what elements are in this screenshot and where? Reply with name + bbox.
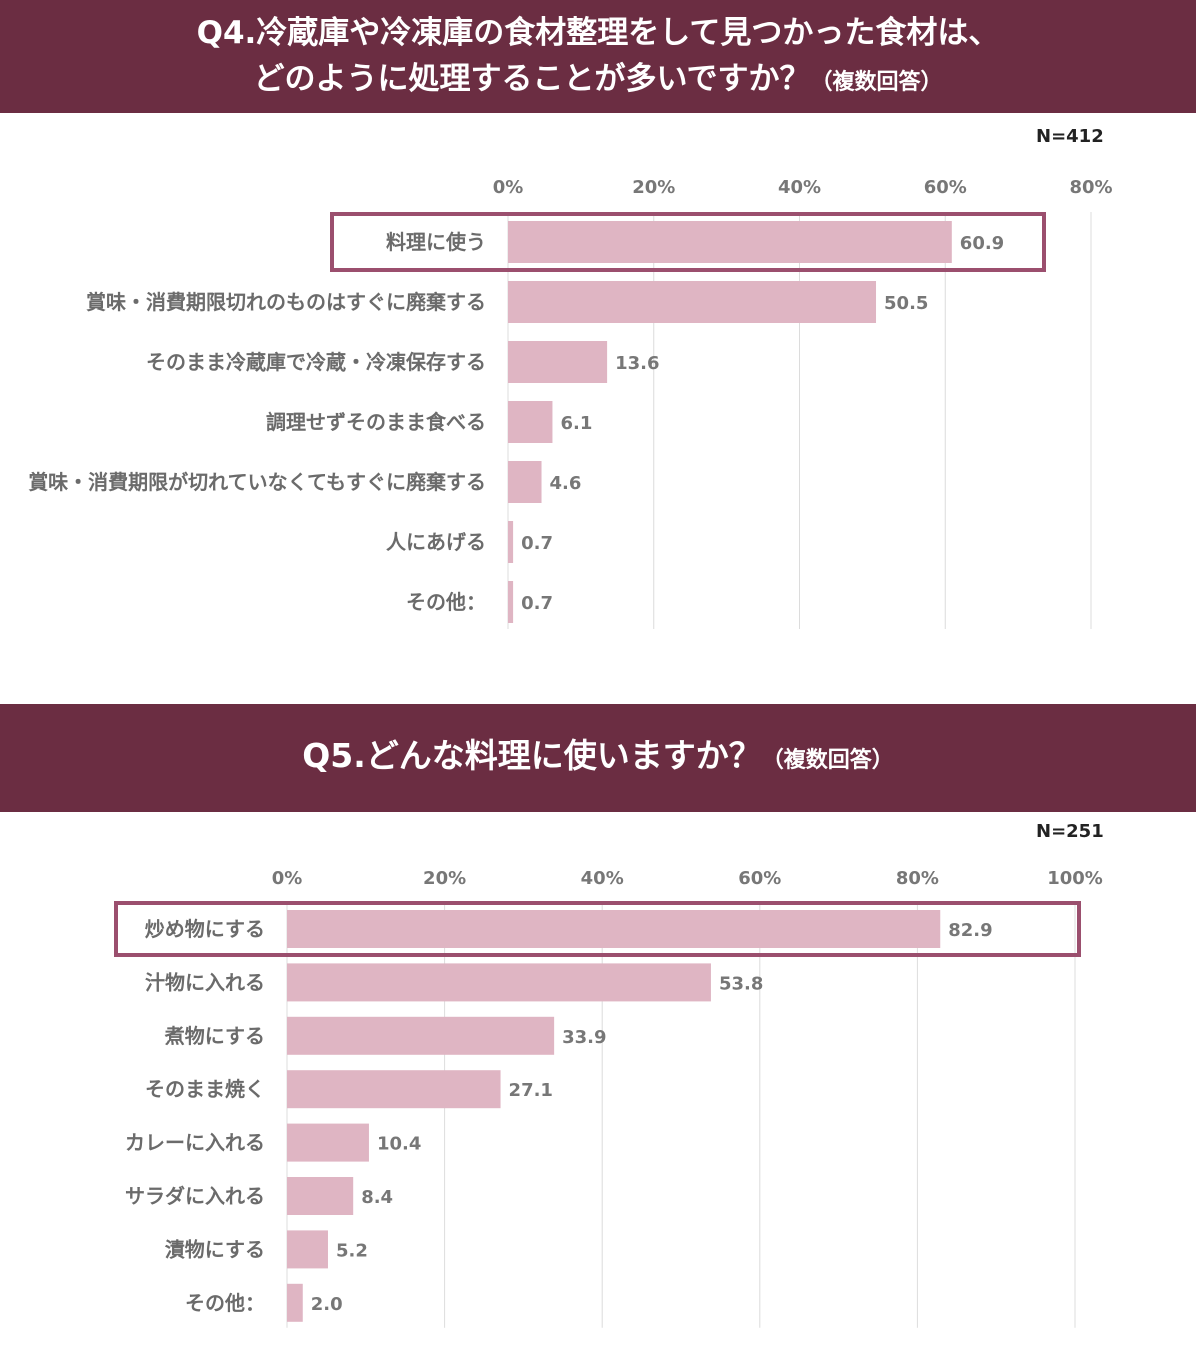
x-tick-label: 20% [423, 868, 466, 889]
category-label: サラダに入れる [125, 1184, 265, 1208]
data-label: 10.4 [377, 1134, 421, 1155]
x-tick-label: 40% [581, 868, 624, 889]
bar [287, 963, 711, 1002]
bar [508, 581, 514, 623]
bar [287, 1123, 369, 1162]
bar [287, 1177, 354, 1215]
bar [287, 1230, 328, 1269]
bar [508, 281, 877, 323]
category-label: そのまま冷蔵庫で冷蔵・冷凍保存する [146, 350, 486, 374]
q5-bar-chart: 0% 20% 40% 60% 80% 100% 炒め物にする 82.9 汁物に入れる 53.8 煮物… [114, 868, 1103, 1328]
data-label: 33.9 [562, 1027, 606, 1048]
q4-title-line2: どのように処理することが多いですか？（複数回答） [0, 56, 1196, 106]
data-label: 4.6 [550, 473, 582, 494]
data-label: 0.7 [521, 533, 553, 554]
x-tick-label: 100% [1047, 868, 1103, 889]
x-tick-label: 40% [778, 177, 821, 198]
data-label: 13.6 [615, 353, 659, 374]
x-tick-label: 60% [738, 868, 781, 889]
q4-title-banner: Q4.冷蔵庫や冷凍庫の食材整理をして見つかった食材は、 どのように処理することが… [0, 0, 1196, 113]
data-label: 5.2 [336, 1240, 368, 1261]
bar [287, 1016, 555, 1055]
bar [508, 341, 608, 383]
highlight-box [330, 212, 1046, 272]
q5-title-text: Q5.どんな料理に使いますか？ [302, 735, 762, 775]
q5-title-line: Q5.どんな料理に使いますか？（複数回答） [302, 733, 894, 784]
category-label: 漬物にする [165, 1237, 265, 1261]
data-label: 8.4 [361, 1187, 393, 1208]
q4-title-line1: Q4.冷蔵庫や冷凍庫の食材整理をして見つかった食材は、 [196, 15, 1000, 51]
category-label: 賞味・消費期限切れのものはすぐに廃棄する [86, 290, 486, 314]
q4-title-note: （複数回答） [810, 70, 943, 95]
category-label: 賞味・消費期限が切れていなくてもすぐに廃棄する [28, 470, 486, 494]
category-label: 炒め物にする [145, 917, 265, 941]
category-label: 人にあげる [386, 530, 486, 554]
bar [508, 401, 553, 443]
bar [508, 521, 514, 563]
x-tick-label: 0% [272, 868, 303, 889]
category-label: その他： [185, 1291, 265, 1315]
data-label: 53.8 [719, 973, 763, 994]
data-label: 6.1 [560, 413, 592, 434]
q4-sample-size: N=412 [1036, 126, 1104, 147]
highlight-box [114, 901, 1081, 957]
x-tick-label: 80% [1069, 177, 1112, 198]
x-tick-label: 80% [896, 868, 939, 889]
data-label: 60.9 [960, 233, 1004, 254]
bar [508, 221, 952, 263]
category-label: そのまま焼く [145, 1077, 265, 1101]
data-label: 50.5 [884, 293, 928, 314]
q4-bar-chart: 0% 20% 40% 60% 80% 料理に使う 60.9 賞味・消費期限切れのものはすぐに廃… [28, 177, 1113, 629]
category-label: 汁物に入れる [145, 970, 265, 994]
category-label: 煮物にする [164, 1024, 265, 1048]
data-label: 27.1 [509, 1080, 553, 1101]
bar [287, 1283, 303, 1322]
q4-title-text: どのように処理することが多いですか？ [253, 61, 811, 97]
q5-sample-size: N=251 [1036, 821, 1104, 842]
category-label: カレーに入れる [125, 1131, 265, 1155]
x-tick-label: 20% [632, 177, 675, 198]
bar [287, 910, 941, 948]
category-label: 調理せずそのまま食べる [266, 410, 486, 434]
x-tick-label: 0% [493, 177, 524, 198]
bar [287, 1070, 501, 1109]
category-label: 料理に使う [386, 230, 486, 254]
data-label: 82.9 [948, 920, 992, 941]
data-label: 0.7 [521, 593, 553, 614]
bar [508, 461, 542, 503]
data-label: 2.0 [311, 1294, 343, 1315]
category-label: その他： [406, 590, 486, 614]
x-tick-label: 60% [924, 177, 967, 198]
q5-title-note: （複数回答） [761, 747, 894, 773]
q5-title-banner: Q5.どんな料理に使いますか？（複数回答） [0, 704, 1196, 812]
